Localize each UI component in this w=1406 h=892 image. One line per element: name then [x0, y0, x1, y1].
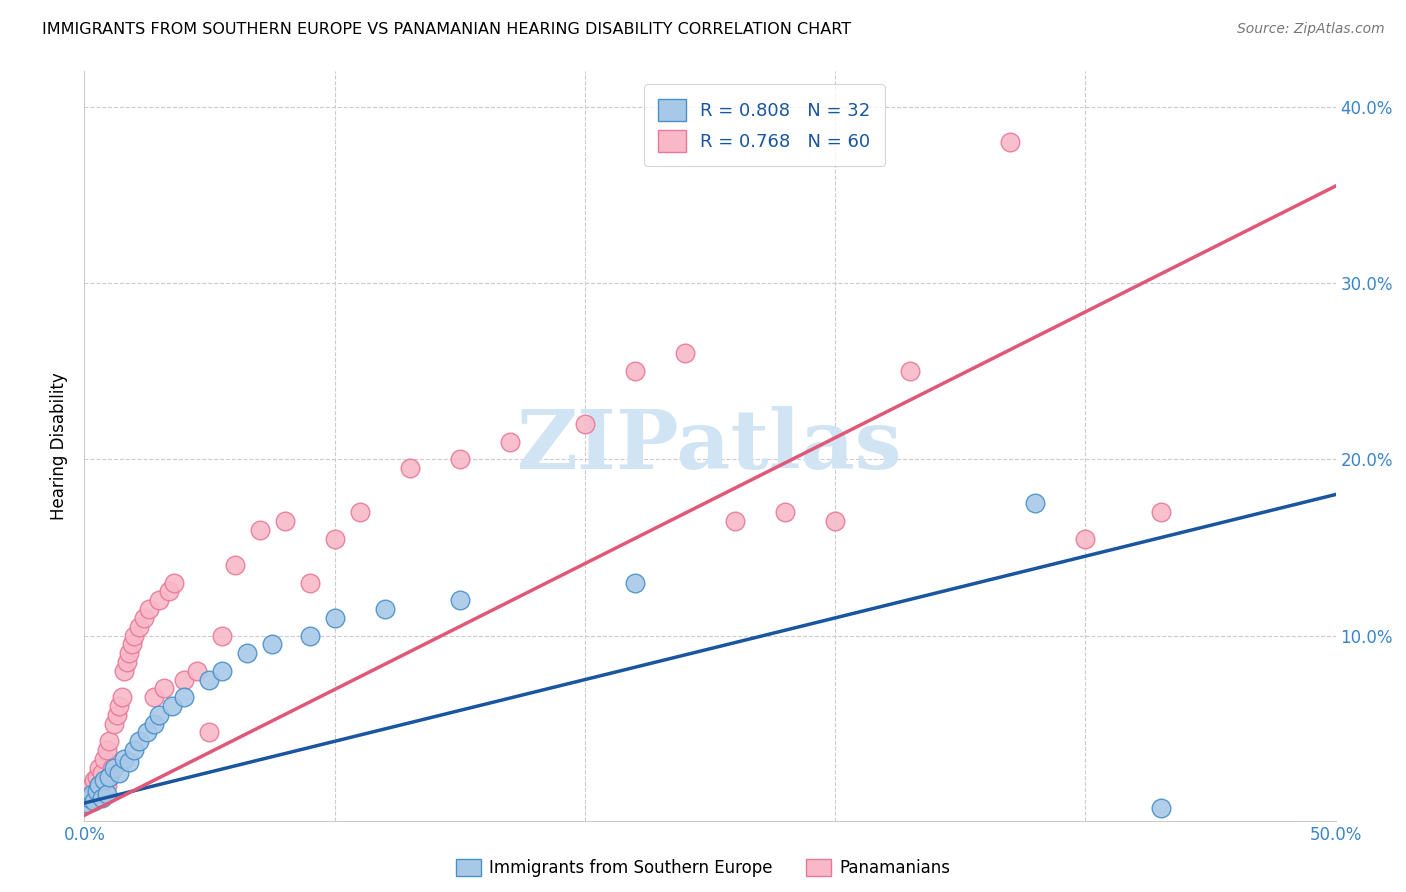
Point: [143, 690, 166, 705]
Point: [93, 783, 115, 797]
Point: [624, 364, 647, 378]
Point: [79, 790, 101, 805]
Point: [118, 646, 141, 660]
Point: [298, 628, 321, 642]
Point: [96, 787, 118, 801]
Point: [824, 514, 846, 528]
Point: [103, 761, 125, 775]
Point: [83, 794, 105, 808]
Point: [93, 773, 115, 788]
Point: [211, 664, 233, 678]
Point: [80, 787, 103, 801]
Point: [449, 593, 471, 607]
Point: [86, 770, 108, 784]
Point: [89, 761, 111, 775]
Point: [449, 452, 471, 467]
Point: [83, 787, 105, 801]
Point: [76, 796, 98, 810]
Point: [773, 505, 796, 519]
Point: [374, 602, 396, 616]
Point: [211, 628, 233, 642]
Point: [499, 434, 522, 449]
Point: [103, 716, 125, 731]
Point: [96, 743, 118, 757]
Point: [118, 756, 141, 770]
Point: [89, 778, 111, 792]
Point: [98, 770, 121, 784]
Point: [105, 707, 128, 722]
Point: [89, 778, 111, 792]
Point: [724, 514, 747, 528]
Point: [198, 673, 221, 687]
Point: [108, 766, 131, 780]
Point: [124, 743, 146, 757]
Point: [153, 681, 176, 696]
Point: [249, 523, 271, 537]
Text: IMMIGRANTS FROM SOUTHERN EUROPE VS PANAMANIAN HEARING DISABILITY CORRELATION CHA: IMMIGRANTS FROM SOUTHERN EUROPE VS PANAM…: [42, 22, 851, 37]
Point: [134, 611, 156, 625]
Point: [160, 699, 183, 714]
Point: [159, 584, 181, 599]
Point: [112, 664, 135, 678]
Point: [173, 690, 195, 705]
Point: [79, 783, 101, 797]
Text: ZIPatlas: ZIPatlas: [517, 406, 903, 486]
Point: [1000, 135, 1022, 149]
Point: [115, 655, 138, 669]
Point: [148, 593, 170, 607]
Point: [273, 514, 295, 528]
Point: [112, 752, 135, 766]
Point: [898, 364, 921, 378]
Point: [349, 505, 371, 519]
Point: [93, 752, 115, 766]
Y-axis label: Hearing Disability: Hearing Disability: [51, 372, 69, 520]
Point: [80, 787, 103, 801]
Point: [574, 417, 596, 431]
Legend: R = 0.808   N = 32, R = 0.768   N = 60: R = 0.808 N = 32, R = 0.768 N = 60: [644, 84, 884, 166]
Point: [198, 725, 221, 739]
Point: [143, 716, 166, 731]
Point: [1074, 532, 1097, 546]
Point: [1149, 801, 1171, 815]
Point: [236, 646, 259, 660]
Point: [111, 690, 134, 705]
Point: [138, 602, 160, 616]
Point: [98, 770, 121, 784]
Point: [83, 773, 105, 788]
Point: [101, 761, 124, 775]
Point: [624, 575, 647, 590]
Point: [108, 699, 131, 714]
Point: [323, 532, 346, 546]
Point: [96, 778, 118, 792]
Point: [128, 734, 150, 748]
Point: [90, 766, 112, 780]
Point: [163, 575, 186, 590]
Point: [224, 558, 246, 572]
Point: [323, 611, 346, 625]
Point: [90, 787, 112, 801]
Point: [76, 796, 98, 810]
Point: [186, 664, 208, 678]
Point: [1024, 496, 1046, 510]
Legend: Immigrants from Southern Europe, Panamanians: Immigrants from Southern Europe, Panaman…: [449, 852, 957, 884]
Point: [86, 783, 108, 797]
Point: [80, 778, 103, 792]
Point: [398, 461, 420, 475]
Point: [673, 346, 696, 360]
Text: Source: ZipAtlas.com: Source: ZipAtlas.com: [1237, 22, 1385, 37]
Point: [79, 790, 101, 805]
Point: [128, 620, 150, 634]
Point: [121, 637, 143, 651]
Point: [262, 637, 284, 651]
Point: [1149, 505, 1171, 519]
Point: [298, 575, 321, 590]
Point: [98, 734, 121, 748]
Point: [173, 673, 195, 687]
Point: [124, 628, 146, 642]
Point: [90, 790, 112, 805]
Point: [148, 707, 170, 722]
Point: [86, 783, 108, 797]
Point: [136, 725, 159, 739]
